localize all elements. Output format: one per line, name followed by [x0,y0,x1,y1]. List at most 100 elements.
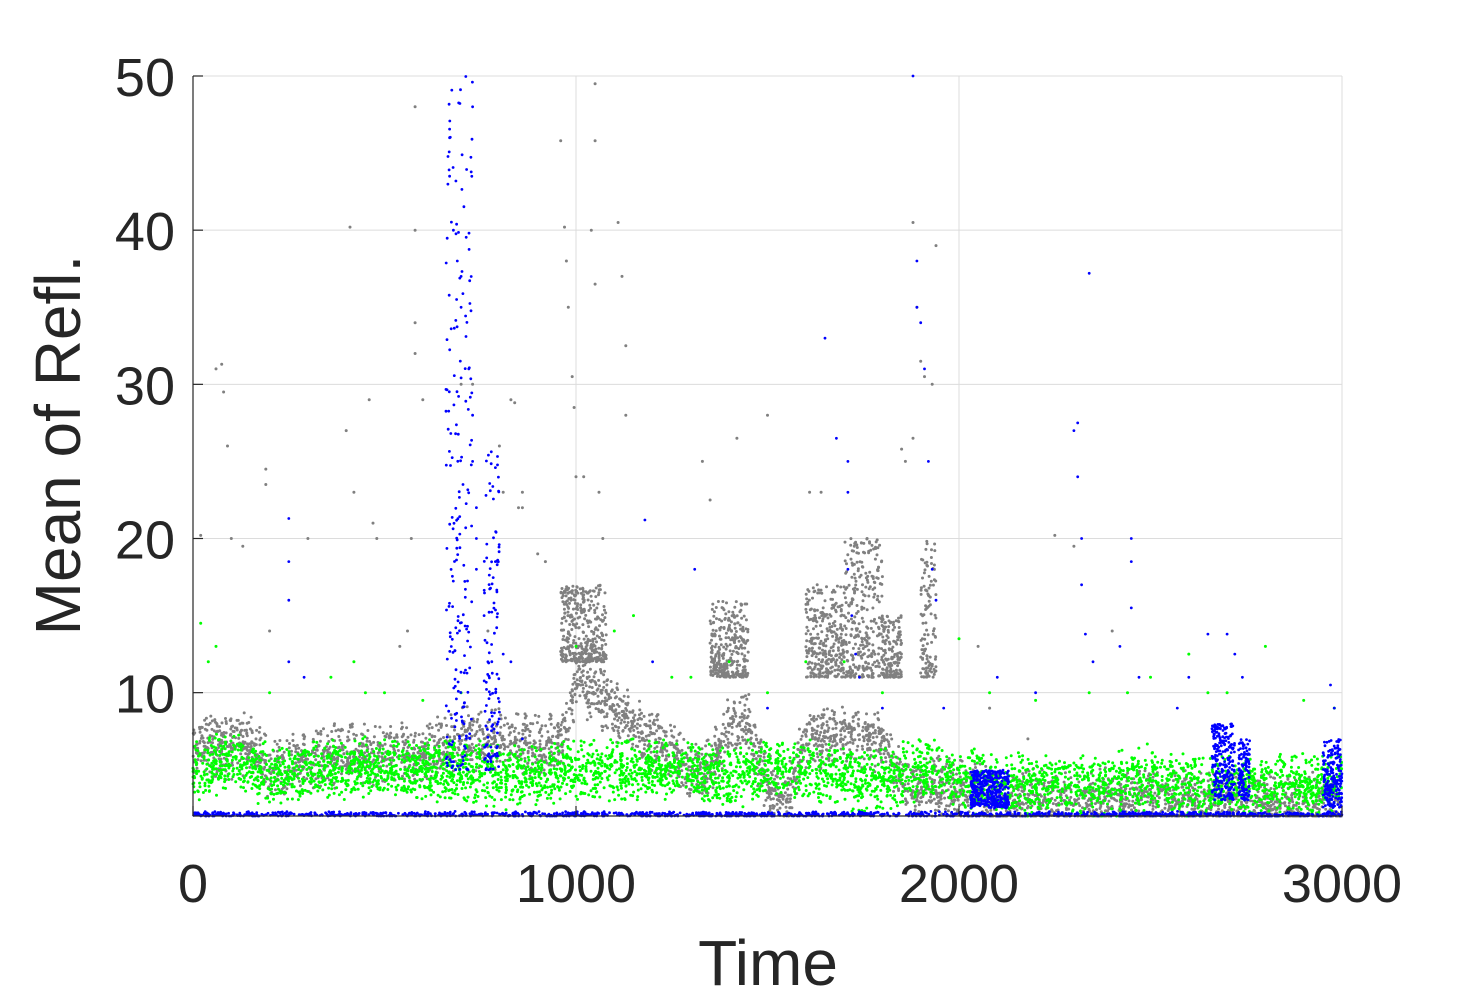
point-0-2312 [842,751,846,755]
point-0-4181 [205,728,209,732]
point-0-4925 [821,606,825,610]
point-0-1917 [1068,798,1071,802]
point-0-3781 [401,740,405,744]
point-0-1134 [649,750,653,754]
point-0-1663 [744,732,748,736]
point-0-4207 [584,613,588,617]
point-0-2503 [354,733,358,737]
point-0-2717 [636,730,640,734]
point-0-3951 [573,687,577,691]
point-0-4100 [818,733,822,737]
point-0-3462 [605,703,608,707]
point-0-1837 [607,697,611,701]
point-0-3529 [526,761,530,765]
point-0-4126 [1142,791,1145,795]
point-0-2135 [835,742,839,746]
point-0-4344 [571,622,575,626]
point-0-2455 [499,744,503,747]
point-0-890 [224,717,227,720]
point-0-3006 [663,734,667,738]
point-0-3487 [350,725,354,729]
point-0-4080 [1167,793,1171,796]
point-0-3854 [821,723,825,727]
point-0-4867 [814,655,818,659]
point-0-3185 [434,723,438,727]
point-0-272 [523,736,527,740]
point-0-1764 [1060,802,1064,806]
point-0-1962 [493,708,497,712]
point-0-3331 [259,736,263,740]
point-0-3817 [273,739,277,743]
point-0-3707 [525,743,529,747]
point-0-3313 [581,683,585,687]
point-0-2668 [561,749,565,753]
point-0-4784 [731,610,735,614]
point-0-4801 [714,665,717,669]
point-0-3752 [863,721,867,724]
point-0-2792 [618,736,622,740]
point-0-3259 [632,716,635,720]
point-0-4019 [528,741,532,745]
point-0-749 [508,731,512,735]
point-0-4469 [598,624,601,628]
point-0-4578 [742,614,746,618]
point-0-3231 [819,730,823,734]
point-0-1155 [655,745,659,749]
point-0-3273 [369,742,373,746]
point-0-4981 [830,590,834,594]
point-0-3437 [633,724,637,728]
point-0-2553 [530,747,534,751]
point-0-1474 [638,739,642,743]
point-0-3719 [567,707,571,711]
point-0-4023 [726,706,730,710]
point-0-3711 [820,726,824,730]
point-0-3639 [237,736,241,740]
point-0-1638 [464,750,468,754]
point-0-2808 [594,683,598,687]
point-0-3077 [966,804,970,808]
point-0-4933 [840,658,844,662]
point-0-3856 [208,721,212,725]
point-0-2638 [743,725,747,729]
point-0-4647 [733,633,737,637]
point-0-2258 [651,721,655,725]
point-0-190 [633,713,637,717]
point-0-4491 [565,585,569,589]
point-0-2660 [853,738,857,742]
point-0-3562 [294,750,298,754]
point-0-3269 [804,728,808,732]
point-0-4390 [604,633,608,637]
point-0-4850 [725,672,729,676]
point-0-4739 [721,606,725,610]
point-0-4613 [740,616,744,620]
point-0-3581 [570,712,574,716]
point-0-4721 [733,638,737,642]
point-0-3163 [635,726,639,730]
point-0-3865 [458,742,462,746]
point-0-3765 [570,698,574,702]
point-0-3792 [641,738,645,742]
point-0-762 [453,728,456,732]
point-0-774 [1311,770,1315,774]
point-0-1979 [291,732,295,736]
point-0-3027 [939,794,943,798]
point-0-4636 [715,617,718,621]
point-0-3093 [854,711,858,715]
point-0-3050 [811,732,815,736]
point-0-4527 [580,644,583,648]
point-0-1016 [616,729,620,733]
point-0-3332 [577,664,581,668]
point-0-4673 [711,628,715,632]
point-0-384 [637,713,641,717]
point-0-3760 [604,690,608,694]
point-0-386 [581,686,585,690]
point-0-4410 [586,598,590,602]
point-0-3744 [1245,801,1248,805]
point-0-4477 [581,623,585,627]
point-0-258 [344,767,348,771]
point-0-2215 [1283,801,1287,805]
point-0-1467 [860,744,864,748]
point-0-4810 [735,614,739,618]
point-0-3276 [865,729,869,733]
point-0-1356 [389,725,393,728]
